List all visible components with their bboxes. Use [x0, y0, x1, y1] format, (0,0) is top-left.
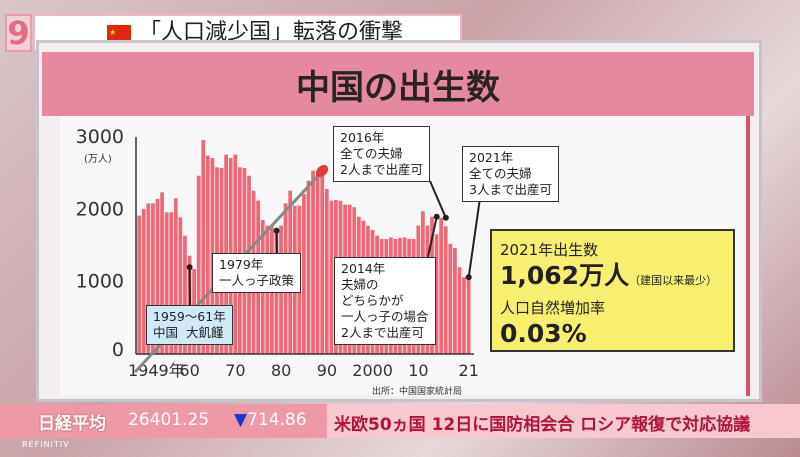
x-tick-label: 21	[459, 361, 479, 380]
bar-1956	[169, 212, 174, 354]
annotation-2014: 2014年 夫婦の どちらかが 一人っ子の場合 2人まで出産可	[334, 257, 436, 345]
index-value: 26401.25	[128, 410, 210, 430]
bar-1954	[160, 192, 164, 354]
index-change-value: 714.86	[247, 410, 307, 430]
y-tick-label: 1000	[76, 271, 124, 293]
bar-2021	[466, 277, 471, 354]
bar-1963	[201, 140, 206, 354]
ticker-bar: 日経平均 26401.25 ▼714.86 米欧50ヵ国 12日に国防相会合 ロ…	[0, 404, 800, 438]
leader-line	[467, 197, 481, 278]
x-tick-label: 80	[271, 361, 291, 380]
bar-1950	[141, 208, 146, 354]
annotation-dot	[186, 264, 193, 271]
bar-1990	[324, 189, 329, 354]
bar-1951	[146, 203, 151, 354]
leader-line	[427, 216, 438, 258]
bar-1964	[205, 155, 210, 354]
bar-2018	[452, 248, 457, 354]
annotation-dot	[433, 213, 440, 220]
y-tick-label: 3000	[76, 126, 124, 148]
annotation-dot	[465, 274, 472, 281]
pointer-tip-icon	[315, 164, 329, 178]
bar-1957	[173, 198, 178, 354]
market-section: 日経平均 26401.25 ▼714.86	[0, 404, 327, 438]
annotation-dot	[442, 214, 449, 221]
leader-line	[429, 180, 447, 219]
bar-1986	[306, 180, 311, 354]
bar-2015	[439, 217, 444, 354]
x-tick-label: 60	[179, 361, 199, 380]
bar-2016	[443, 226, 448, 354]
bar-1949	[137, 215, 142, 354]
bar-1991	[329, 200, 334, 354]
bar-2017	[448, 243, 453, 354]
bar-2019	[457, 267, 462, 354]
bar-2014	[434, 234, 439, 354]
annotation-2021: 2021年 全ての夫婦 3人まで出産可	[462, 146, 559, 202]
x-tick-label: 90	[317, 361, 337, 380]
bar-1959	[183, 235, 187, 354]
births-note: （建国以来最少）	[629, 274, 718, 287]
births-value: 1,062万人	[500, 261, 630, 290]
bar-1989	[320, 175, 325, 354]
board-header: 中国の出生数	[42, 52, 754, 116]
channel-logo: 9	[5, 14, 32, 52]
bar-1952	[151, 203, 155, 354]
source-note: 出所：中国国家統計局	[372, 387, 463, 397]
index-change: ▼714.86	[234, 410, 307, 430]
bar-1953	[155, 198, 160, 354]
growth-label: 人口自然増加率	[500, 299, 606, 317]
annotation-one-child: 1979年 一人っ子政策	[212, 253, 302, 293]
y-tick-label: 0	[112, 339, 124, 361]
bar-1955	[164, 212, 169, 354]
summary-box: 2021年出生数 1,062万人（建国以来最少） 人口自然増加率 0.03%	[490, 229, 735, 352]
bar-1962	[196, 175, 201, 354]
china-flag-icon: ★	[107, 25, 131, 42]
index-label: 日経平均	[38, 414, 106, 434]
bar-1988	[315, 174, 320, 354]
provider-logo: REFINITIV	[22, 440, 70, 449]
x-tick-label: 2000	[352, 361, 393, 380]
annotation-2016: 2016年 全ての夫婦 2人まで出産可	[333, 126, 430, 182]
annotation-dot	[273, 227, 280, 234]
bar-1987	[311, 170, 315, 354]
births-label: 2021年出生数	[500, 241, 599, 259]
y-tick-label: 2000	[76, 198, 124, 220]
x-tick-label: 10	[408, 361, 428, 380]
down-arrow-icon: ▼	[234, 410, 248, 430]
bar-1985	[302, 193, 306, 354]
growth-value: 0.03%	[500, 319, 587, 348]
bar-2020	[462, 277, 466, 354]
annotation-famine: 1959～61年 中国 大飢饉	[146, 305, 233, 345]
news-headline: 米欧50ヵ国 12日に国防相会合 ロシア報復で対応協議	[334, 415, 751, 435]
x-tick-label: 70	[225, 361, 245, 380]
bar-1958	[178, 217, 183, 354]
y-unit-label: (万人)	[84, 153, 112, 165]
chart-title: 中国の出生数	[296, 68, 500, 108]
